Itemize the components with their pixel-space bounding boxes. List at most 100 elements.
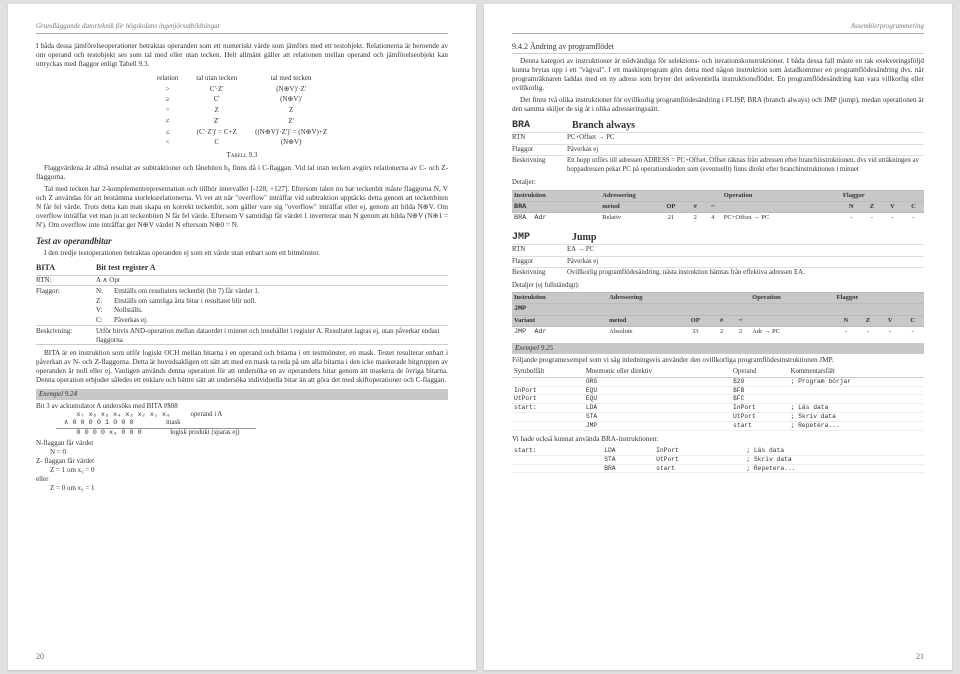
bra-oper: PC+Offset → PC (722, 213, 841, 224)
jmp-z: - (857, 326, 879, 337)
bra-opc: 21 (655, 213, 686, 224)
ops2-m: metod (607, 315, 678, 326)
flag-n-d: Ettställs om resultatets teckenbit (bit … (114, 287, 448, 296)
jmp-opc: 33 (678, 326, 712, 337)
ops2-t: ~ (731, 315, 750, 326)
flag-c: C: (96, 316, 114, 325)
asm-cell: $FC (731, 395, 789, 404)
jmp-v: - (879, 326, 902, 337)
ex-l3b: mask (166, 419, 180, 426)
rel-h1: relation (149, 74, 186, 83)
asm-cell: ; Skriv data (789, 413, 924, 422)
asm-cell (512, 413, 584, 422)
asm-cell: ; Repetera... (789, 421, 924, 430)
ex-l4b: logisk produkt (sparas ej) (170, 429, 239, 436)
para-3: Tal med tecken har 2-komplementrepresent… (36, 185, 448, 230)
example-924-label: Exempel 9.24 (36, 389, 448, 400)
ah-3: Operand (731, 368, 789, 377)
asm-cell: InPort (512, 386, 584, 395)
jmp-oper: Adr → PC (750, 326, 834, 337)
jmp-flg-v: Påverkas ej (567, 258, 924, 266)
asm-cell: start (731, 421, 789, 430)
bra-name: Branch always (572, 120, 635, 133)
asm-cell (512, 377, 584, 386)
asm-cell: start (654, 464, 744, 473)
ops-op: OP (655, 201, 686, 212)
rel-s: (N⊕V)'·Z' (247, 85, 335, 94)
asm-cell: ; Repetera... (744, 464, 924, 473)
pagenum-right: 21 (916, 652, 924, 662)
besk-label: Beskrivning: (36, 327, 96, 345)
rel-r: ≠ (149, 117, 186, 126)
jmp-op-table: InstruktionAdresseringOperationFlaggor J… (512, 292, 924, 337)
pagenum-left: 20 (36, 652, 44, 662)
jmp-instr: JMP Adr (512, 326, 607, 337)
header-left: Grundläggande datorteknik för högskolans… (36, 22, 448, 34)
bra-rtn-k: RTN (512, 134, 567, 142)
jmp-bes-k: Beskrivning (512, 269, 567, 277)
r-para-3: Följande programexempel som vi såg inled… (512, 356, 924, 365)
rel-r: = (149, 106, 186, 115)
page-right: Assemblerprogrammering 9.4.2 Ändring av … (484, 4, 952, 670)
ex-l2b: operand i A (191, 411, 223, 418)
asm-cell: LDA (602, 447, 654, 455)
ops-z: Z (862, 201, 882, 212)
bita-name: Bit test register A (96, 263, 155, 273)
para-5: BITA är en instruktion som utför logiskt… (36, 349, 448, 385)
example-925-label: Exempel 9.25 (512, 343, 924, 354)
bra-c: - (903, 213, 924, 224)
ops-n: N (841, 201, 862, 212)
asm-cell: InPort (731, 404, 789, 413)
jmp-metod: Absolute (607, 326, 678, 337)
asm-cell: EQU (584, 395, 731, 404)
asm-cell: ; Läs data (744, 447, 924, 455)
bra-abbr: BRA (512, 120, 572, 133)
bra-bes-k: Beskrivning (512, 157, 567, 174)
bra-z: - (862, 213, 882, 224)
rel-s: Z (247, 106, 335, 115)
rel-s: Z' (247, 117, 335, 126)
ex-n0: N = 0 (50, 448, 448, 457)
oph2-instr: Instruktion (512, 293, 607, 304)
flag-label: Flaggor: (36, 287, 96, 296)
asm-cell: InPort (654, 447, 744, 455)
r-para-4: Vi hade också kunnat använda BRA-instruk… (512, 435, 924, 444)
bra-tilde: 4 (704, 213, 722, 224)
asm-cell: UtPort (654, 455, 744, 464)
oph-instr: Instruktion (512, 190, 600, 201)
bra-op-table: InstruktionAdresseringOperationFlaggor B… (512, 190, 924, 224)
bra-flg-k: Flaggor (512, 146, 567, 154)
bra-rtn-v: PC+Offset → PC (567, 134, 924, 142)
para-4: I den tredje testoperationen betraktas o… (36, 249, 448, 258)
asm-cell (512, 464, 602, 473)
flag-c-d: Påverkas ej. (114, 316, 448, 325)
rtn-label: RTN: (36, 276, 96, 285)
asm-cell: ; Program börjar (789, 377, 924, 386)
ex-line1: Bit 3 av ackumulator A undersöks med BIT… (36, 402, 448, 411)
flag-z-d: Ettställs om samtliga åtta bitar i resul… (114, 297, 448, 306)
rel-h2: tal utan tecken (188, 74, 245, 83)
ops2-v: V (879, 315, 902, 326)
asm-table-1: SymbolfältMnemonic eller direktivOperand… (512, 368, 924, 431)
ah-4: Kommentarsfält (789, 368, 924, 377)
oph-op: Operation (722, 190, 841, 201)
flag-v-d: Nollställs. (114, 306, 448, 315)
jmp-bes-v: Ovillkorlig programflödesändring, nästa … (567, 269, 924, 277)
bra-instr: BRA Adr (512, 213, 600, 224)
r-para-1: Denna kategori av instruktioner är nödvä… (512, 57, 924, 93)
asm-cell: $FB (731, 386, 789, 395)
ops-t: ~ (704, 201, 722, 212)
asm-cell: ; Läs data (789, 404, 924, 413)
ops2-c: C (901, 315, 924, 326)
jmp-n: - (835, 326, 858, 337)
ops-c: C (903, 201, 924, 212)
rel-h3: tal med tecken (247, 74, 335, 83)
asm-cell: JMP (584, 421, 731, 430)
flag-n: N: (96, 287, 114, 296)
ah-1: Symbolfält (512, 368, 584, 377)
asm-cell: UtPort (512, 395, 584, 404)
asm-cell: ; Skriv data (744, 455, 924, 464)
rel-r: ≥ (149, 95, 186, 104)
details-label-2: Detaljer (ej fullständigt): (512, 282, 924, 290)
header-right: Assemblerprogrammering (512, 22, 924, 34)
